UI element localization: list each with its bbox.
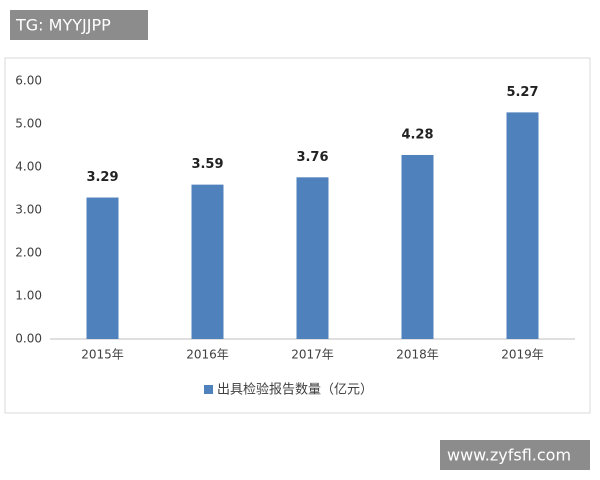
value-label: 3.76 [296,150,328,165]
x-tick-label: 2015年 [81,348,124,362]
bar [506,112,539,339]
value-label: 5.27 [506,85,538,100]
x-tick-label: 2019年 [501,348,544,362]
value-label: 3.59 [191,157,223,172]
bar [86,197,119,339]
bar [296,177,329,339]
y-tick-label: 5.00 [15,117,42,131]
x-tick-label: 2016年 [186,348,229,362]
y-tick-label: 2.00 [15,246,42,260]
y-tick-label: 0.00 [15,332,42,346]
y-tick-label: 1.00 [15,289,42,303]
x-tick-label: 2018年 [396,348,439,362]
watermark-box [10,10,148,40]
bar [401,154,434,339]
y-tick-label: 6.00 [15,74,42,88]
watermark-box [440,440,590,470]
watermark: www.zyfsfl.com [447,446,571,465]
value-label: 3.29 [86,170,118,185]
y-tick-label: 3.00 [15,203,42,217]
value-label: 4.28 [401,127,433,142]
x-tick-label: 2017年 [291,348,334,362]
legend-label: 出具检验报告数量（亿元） [217,382,373,398]
y-tick-label: 4.00 [15,160,42,174]
watermark: TG: MYYJJPP [15,16,111,35]
bar [191,184,224,339]
legend-swatch [204,385,213,394]
